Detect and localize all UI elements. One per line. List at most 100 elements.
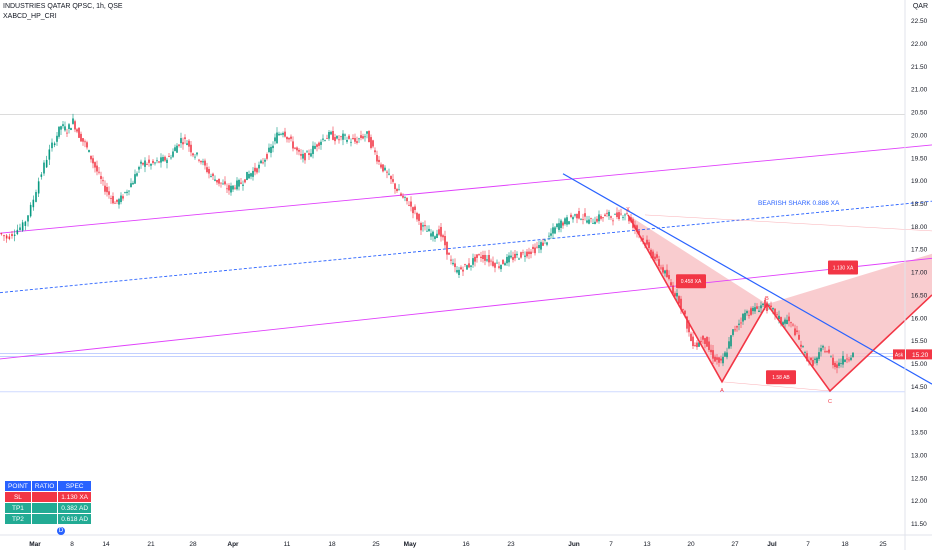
y-tick-label: 15.00	[911, 361, 928, 368]
y-tick-label: 17.50	[911, 247, 928, 254]
candle-body	[710, 349, 712, 353]
candle-body	[450, 259, 452, 261]
candle-body	[424, 224, 426, 227]
candle-body	[502, 259, 504, 264]
x-tick-label: 20	[687, 541, 695, 548]
candle-body	[162, 157, 164, 162]
candle-body	[498, 266, 500, 268]
candle-body	[126, 191, 128, 193]
candle-body	[306, 151, 308, 153]
candle-body	[108, 191, 110, 195]
tradingview-logo-icon[interactable]: D	[57, 527, 65, 535]
candle-body	[584, 213, 586, 217]
candle-body	[272, 145, 274, 149]
candle-body	[474, 256, 476, 262]
candle-body	[476, 254, 478, 258]
candle-body	[5, 235, 8, 239]
candle-body	[240, 182, 242, 184]
pattern-legs	[627, 214, 932, 393]
candle-body	[138, 166, 140, 170]
candle-body	[696, 342, 698, 348]
candle-body	[682, 309, 684, 311]
candle-body	[208, 169, 210, 174]
candle-body	[154, 162, 156, 164]
candle-body	[142, 162, 144, 165]
x-tick-label: 18	[841, 541, 849, 548]
candle-body	[588, 219, 590, 224]
candle-body	[594, 221, 596, 225]
candle-body	[744, 312, 746, 321]
pattern-labels: X A B C BEARISH SHARK 0.886 XA 0.458 XA 1.58 A…	[626, 200, 858, 405]
candle-body	[664, 270, 666, 274]
candle-body	[528, 251, 530, 255]
candle-body	[732, 329, 734, 335]
candle-body	[418, 214, 420, 221]
x-tick-label: 23	[507, 541, 515, 548]
candle-body	[176, 145, 178, 153]
candle-body	[628, 217, 630, 222]
candle-body	[112, 196, 114, 204]
candle-body	[614, 213, 616, 215]
candle-body	[454, 263, 456, 268]
candle-body	[796, 330, 798, 333]
candle-body	[676, 292, 678, 297]
candle-body	[144, 160, 146, 167]
candle-body	[448, 252, 450, 255]
candle-body	[122, 196, 124, 199]
candle-body	[672, 285, 674, 294]
candle-body	[786, 319, 788, 325]
candle-body	[70, 128, 72, 130]
candle-body	[282, 133, 284, 135]
candle-body	[350, 141, 352, 143]
candle-body	[766, 302, 768, 311]
candle-body	[342, 133, 344, 140]
candle-body	[620, 213, 622, 215]
candle-body	[754, 307, 756, 312]
x-tick-label: 28	[189, 541, 197, 548]
candle-body	[758, 310, 760, 313]
candle-body	[66, 132, 68, 134]
candle-body	[136, 173, 138, 176]
candle-body	[592, 222, 594, 224]
candle-body	[440, 226, 442, 237]
y-tick-label: 19.00	[911, 178, 928, 185]
candle-body	[196, 152, 198, 155]
candle-body	[636, 225, 638, 233]
x-tick-label: 25	[372, 541, 380, 548]
candle-body	[526, 251, 528, 257]
candle-body	[194, 156, 196, 158]
candle-body	[790, 322, 792, 324]
candle-body	[262, 162, 264, 164]
candle-body	[294, 147, 296, 149]
candle-body	[606, 212, 608, 214]
x-tick-label: Jul	[767, 541, 777, 548]
x-tick-label: Jun	[568, 541, 580, 548]
candle-body	[37, 181, 40, 194]
candle-body	[694, 345, 696, 347]
candle-body	[368, 130, 370, 143]
candle-body	[56, 135, 58, 142]
candle-body	[460, 267, 462, 270]
candle-body	[480, 256, 482, 259]
candle-body	[470, 265, 472, 267]
candle-body	[68, 124, 70, 130]
candle-body	[402, 196, 404, 198]
candle-body	[852, 352, 854, 358]
candle-body	[778, 315, 780, 320]
candle-body	[78, 127, 80, 138]
candle-body	[280, 133, 282, 135]
candle-body	[382, 164, 384, 172]
candle-body	[96, 165, 98, 172]
candles	[0, 113, 854, 374]
candle-body	[792, 324, 794, 326]
candle-body	[828, 349, 830, 353]
candle-body	[88, 150, 90, 153]
candle-body	[260, 160, 262, 164]
candle-body	[298, 149, 300, 152]
candle-body	[646, 239, 648, 245]
candle-body	[348, 135, 350, 139]
candle-body	[794, 328, 796, 336]
candle-body	[308, 153, 310, 156]
candle-body	[830, 356, 832, 358]
